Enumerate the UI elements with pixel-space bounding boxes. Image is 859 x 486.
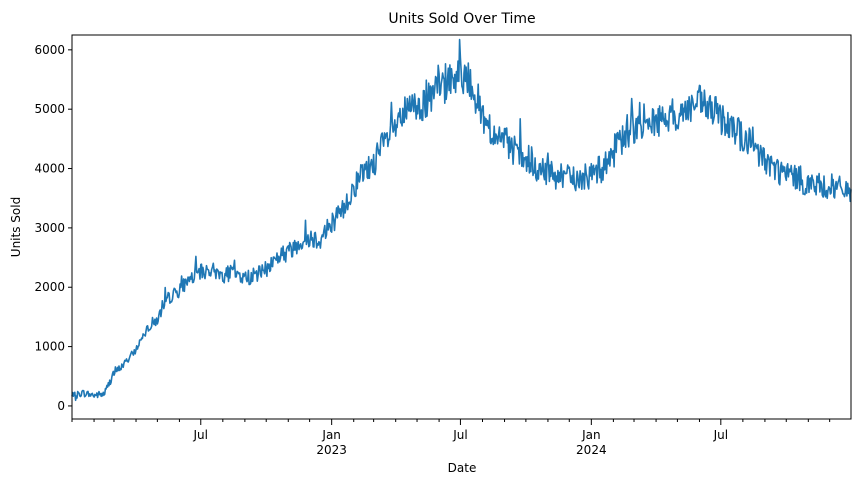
y-tick-label: 3000 [34,221,65,235]
x-tick-label: Jul [713,428,728,442]
y-axis-label: Units Sold [9,197,23,257]
y-tick-label: 1000 [34,340,65,354]
y-tick-label: 5000 [34,102,65,116]
y-tick-label: 0 [57,399,65,413]
x-tick-label: Jul [452,428,467,442]
x-tick-year-label: 2023 [316,443,347,457]
y-tick-label: 4000 [34,162,65,176]
x-tick-year-label: 2024 [576,443,607,457]
x-tick-label: Jul [193,428,208,442]
plot-area [71,34,852,420]
units-sold-series-line [71,38,852,402]
x-tick-label: Jan [581,428,601,442]
y-tick-label: 2000 [34,280,65,294]
y-axis: 0 1000 2000 3000 4000 5000 6000 [34,43,72,413]
chart-title: Units Sold Over Time [388,11,535,27]
axes-frame [71,34,852,420]
x-axis-label: Date [448,461,477,475]
x-tick-label: Jan [321,428,341,442]
y-tick-label: 6000 [34,43,65,57]
